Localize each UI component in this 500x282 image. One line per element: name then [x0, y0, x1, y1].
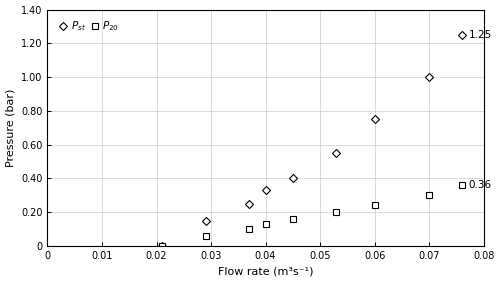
$P_{st}$: [372, 118, 378, 121]
Legend: $P_{st}$, $P_{20}$: $P_{st}$, $P_{20}$: [57, 17, 122, 35]
$P_{st}$: [202, 219, 208, 222]
Line: $P_{20}$: $P_{20}$: [159, 182, 465, 249]
$P_{st}$: [159, 244, 165, 248]
$P_{st}$: [246, 202, 252, 206]
Line: $P_{st}$: $P_{st}$: [159, 32, 465, 249]
$P_{st}$: [459, 33, 465, 37]
$P_{20}$: [262, 222, 268, 226]
Text: 0.36: 0.36: [469, 180, 492, 190]
$P_{20}$: [334, 211, 340, 214]
Y-axis label: Pressure (bar): Pressure (bar): [6, 89, 16, 167]
$P_{20}$: [246, 228, 252, 231]
X-axis label: Flow rate (m³s⁻¹): Flow rate (m³s⁻¹): [218, 266, 314, 276]
$P_{20}$: [426, 194, 432, 197]
$P_{st}$: [334, 151, 340, 155]
$P_{st}$: [426, 75, 432, 79]
$P_{20}$: [202, 234, 208, 238]
$P_{20}$: [159, 244, 165, 248]
Text: 1.25: 1.25: [469, 30, 492, 40]
$P_{20}$: [459, 184, 465, 187]
$P_{st}$: [262, 189, 268, 192]
$P_{st}$: [290, 177, 296, 180]
$P_{20}$: [290, 217, 296, 221]
$P_{20}$: [372, 204, 378, 207]
